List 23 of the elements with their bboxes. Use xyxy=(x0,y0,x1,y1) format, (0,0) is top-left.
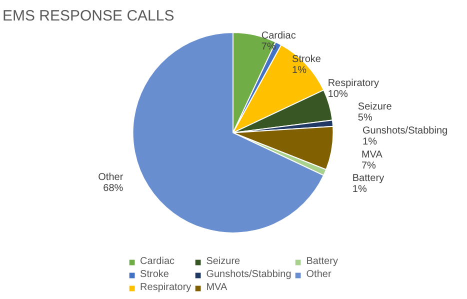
legend-label: Respiratory xyxy=(140,282,192,293)
legend-label: MVA xyxy=(206,282,228,293)
data-label: 10% xyxy=(328,88,348,100)
legend-label: Cardiac xyxy=(140,256,175,267)
legend-label: Seizure xyxy=(206,256,240,267)
data-label: 5% xyxy=(358,112,372,124)
legend-label: Stroke xyxy=(140,269,169,280)
legend-label: Other xyxy=(306,269,332,280)
data-label: 1% xyxy=(362,136,378,148)
legend-label: Battery xyxy=(306,256,338,267)
chart-title: EMS RESPONSE CALLS xyxy=(2,8,174,24)
slice-label: Gunshots/Stabbing xyxy=(362,126,448,137)
data-label: 1% xyxy=(352,184,367,196)
slice-label: Other xyxy=(98,172,124,183)
data-label: 7% xyxy=(361,160,376,172)
slice-label: MVA xyxy=(361,149,383,160)
slice-label: Battery xyxy=(352,173,384,184)
data-label: 68% xyxy=(103,182,124,194)
slice-label: Seizure xyxy=(358,102,392,113)
legend-label: Gunshots/Stabbing xyxy=(206,269,292,280)
slice-label: Respiratory xyxy=(328,78,379,89)
data-label: 1% xyxy=(292,65,307,76)
slice-label: Cardiac xyxy=(261,30,296,42)
